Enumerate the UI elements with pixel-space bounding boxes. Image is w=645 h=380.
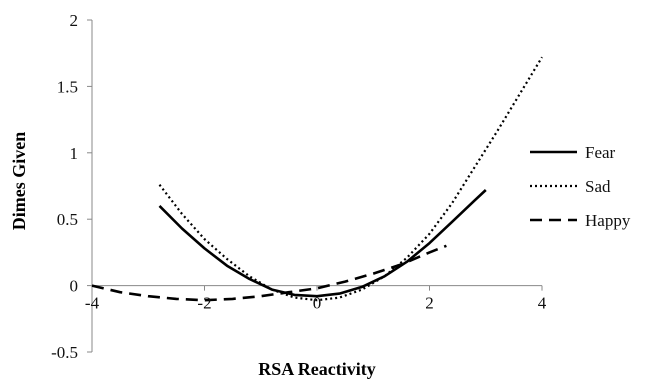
legend-label-sad: Sad (585, 177, 611, 196)
x-axis-title: RSA Reactivity (258, 359, 375, 379)
x-tick-label: 0 (313, 294, 322, 313)
series-line-fear (158, 189, 487, 298)
series-line-happy (91, 244, 447, 302)
y-tick-label: 2 (70, 11, 79, 30)
y-axis-title: Dimes Given (9, 132, 29, 231)
y-tick-label: -0.5 (51, 343, 78, 362)
series-line-sad (158, 56, 543, 302)
x-tick-label: 4 (538, 294, 547, 313)
legend: Fear Sad Happy (530, 143, 631, 230)
y-tick-label: 1 (70, 144, 79, 163)
axes (87, 19, 543, 353)
y-tick-label: 0 (70, 277, 79, 296)
legend-label-happy: Happy (585, 211, 631, 230)
series-lines (91, 56, 543, 302)
y-tick-label: 0.5 (57, 210, 78, 229)
x-tick-label: -2 (197, 294, 211, 313)
x-tick-label: 2 (425, 294, 434, 313)
tick-labels: -0.5 0 0.5 1 1.5 2 -4 -2 0 2 4 (51, 11, 547, 362)
y-tick-label: 1.5 (57, 77, 78, 96)
x-tick-label: -4 (85, 294, 100, 313)
legend-label-fear: Fear (585, 143, 616, 162)
